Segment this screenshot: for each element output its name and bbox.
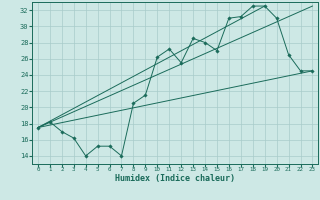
X-axis label: Humidex (Indice chaleur): Humidex (Indice chaleur) <box>115 174 235 183</box>
